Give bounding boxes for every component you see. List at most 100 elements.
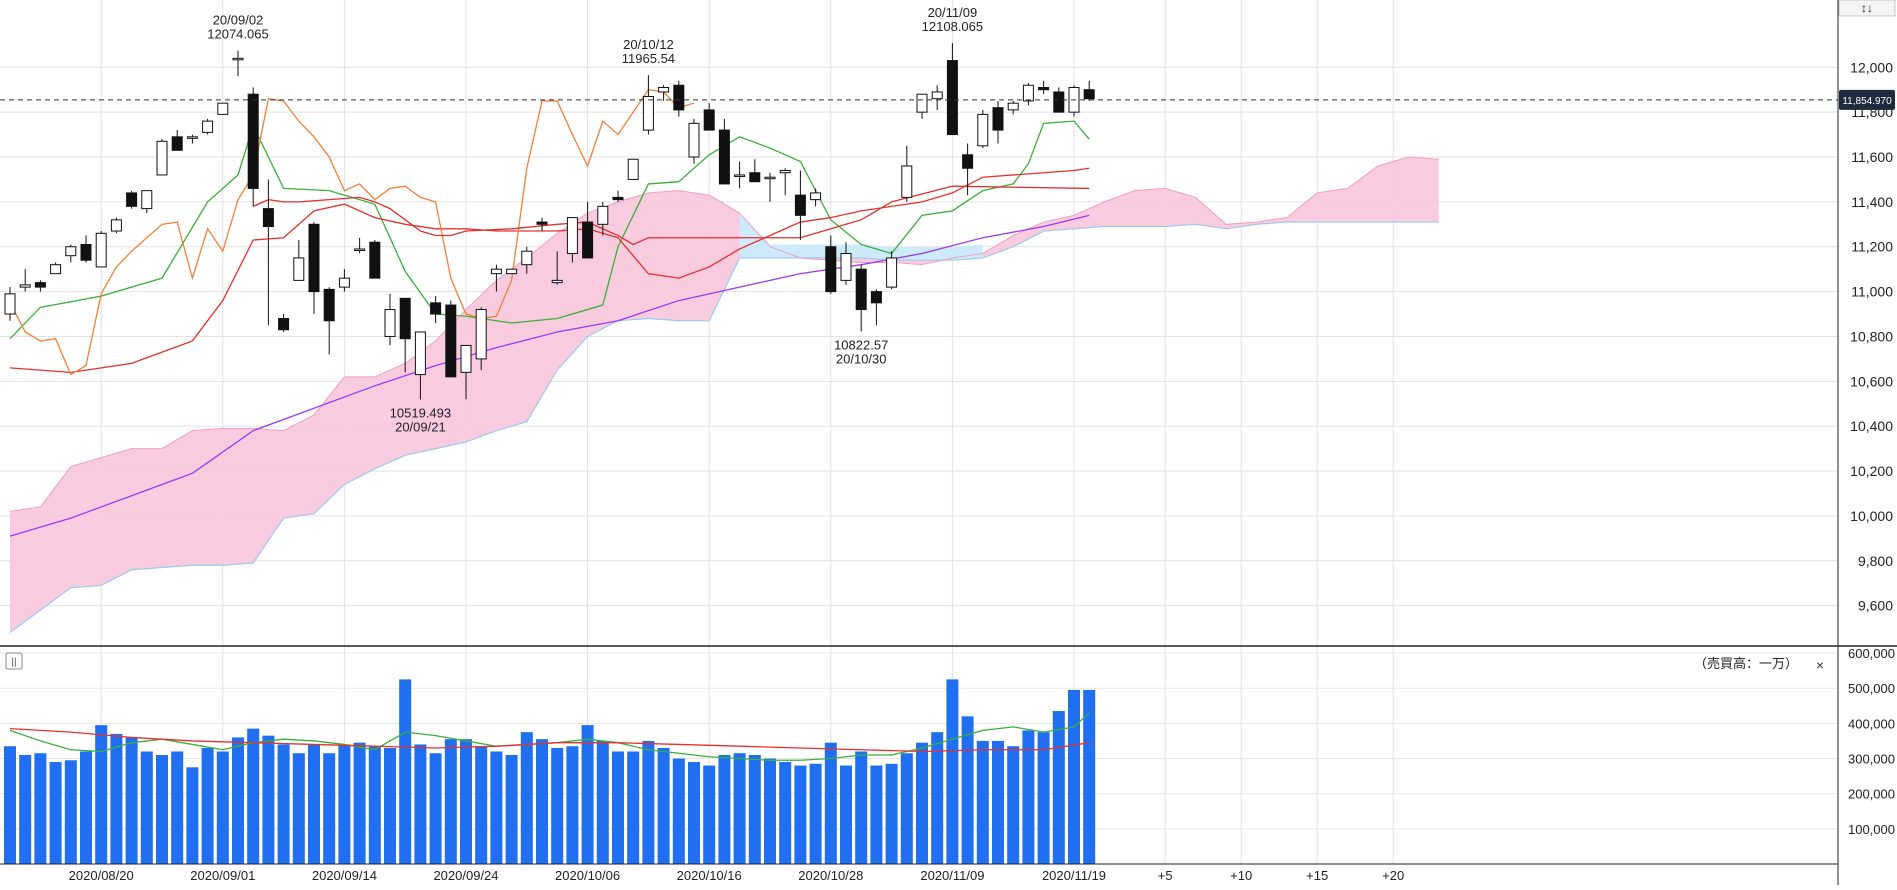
volume-bar [505,755,518,864]
volume-bar [764,758,776,864]
candle [627,158,639,180]
candle [855,264,867,332]
candle-body-up [1007,102,1019,111]
volume-bar [262,735,275,864]
volume-bar [1068,689,1080,864]
candle-body-down [946,60,958,136]
volume-bar [870,765,883,864]
candle-body-down [80,243,92,261]
candle-body-down [718,129,730,185]
volume-bar [247,728,260,864]
annotation-date: 20/10/12 [623,37,674,52]
volume-bar [429,753,442,864]
candle-body-down [369,241,381,279]
candle-body-up [521,250,533,266]
pause-icon: || [11,657,16,668]
volume-bar [110,733,123,864]
annotation-value: 10519.493 [390,405,451,420]
date-tick-label: +5 [1158,868,1173,883]
candle [870,289,882,326]
price-tick-label: 12,000 [1850,59,1893,75]
volume-tick-label: 400,000 [1848,716,1895,731]
volume-bar [323,753,336,864]
candle [156,139,168,176]
volume-bar [976,740,989,864]
volume-bar [809,763,822,864]
candle [825,235,837,294]
candle-body-up [642,95,654,131]
candle-body-up [734,174,746,177]
price-axis: 12,00011,80011,60011,40011,20011,00010,8… [1850,59,1893,613]
candle-body-down [992,107,1004,131]
volume-bar [232,737,244,864]
candle [4,287,16,321]
candle [1007,100,1019,115]
volume-bar [399,679,412,864]
volume-axis: 600,000 500,000 400,000 300,000 200,000 100,0… [1848,646,1895,837]
candle-body-up [566,217,578,254]
candle [247,87,259,207]
kijun-red-line [252,185,1090,246]
volume-bar [672,758,685,864]
pause-button[interactable] [5,652,23,670]
candle-body-up [354,248,366,251]
sma-long-purple-line [9,214,1090,537]
volume-bar [292,753,305,864]
candle [718,118,730,185]
candle [369,240,381,279]
volume-bar [49,762,62,864]
candle [886,251,898,290]
candle [977,109,989,149]
candle [779,168,791,196]
volume-bar [1083,689,1096,864]
candle [414,331,426,400]
volume-bar [855,751,868,864]
annotation-date: 20/09/02 [213,13,264,28]
candle-body-down [399,297,411,340]
price-tick-label: 9,600 [1858,598,1893,614]
candle-body-down [430,302,442,315]
candle-body-up [50,264,62,275]
volume-bar [748,755,761,864]
price-tick-label: 9,800 [1858,553,1893,569]
volume-bar [885,763,898,864]
volume-bar [19,755,32,864]
scale-toggle-icon[interactable]: ↕↓ [1861,1,1873,15]
candle [1053,87,1065,113]
candle [1068,85,1080,117]
candle-body-up [460,344,472,373]
date-tick-label: 2020/09/14 [312,868,377,883]
volume-bar [703,765,716,864]
candle [95,231,107,268]
candle-body-down [278,318,290,331]
candle [293,240,305,281]
candle-body-up [4,293,16,315]
volume-tick-label: 200,000 [1848,787,1895,802]
candle [642,75,654,135]
candle-body-up [293,257,305,281]
annotation-value: 12108.065 [922,19,983,34]
volume-bar [1037,732,1050,864]
close-volume-panel-icon[interactable]: × [1816,657,1824,673]
volume-bar [566,746,579,864]
candle [262,179,274,326]
candle-body-up [338,277,350,288]
volume-bar [353,742,366,864]
price-tick-label: 10,000 [1850,508,1893,524]
volume-bar [718,755,731,864]
volume-bar [642,740,655,864]
candle-body-down [855,268,867,311]
volume-bar [961,716,974,864]
date-tick-label: +15 [1306,868,1328,883]
candle-body-up [627,158,639,180]
candle [460,344,472,400]
volume-tick-label: 500,000 [1848,681,1895,696]
candle-body-up [886,257,898,288]
price-tick-label: 10,200 [1850,463,1893,479]
volume-bar [64,760,77,864]
